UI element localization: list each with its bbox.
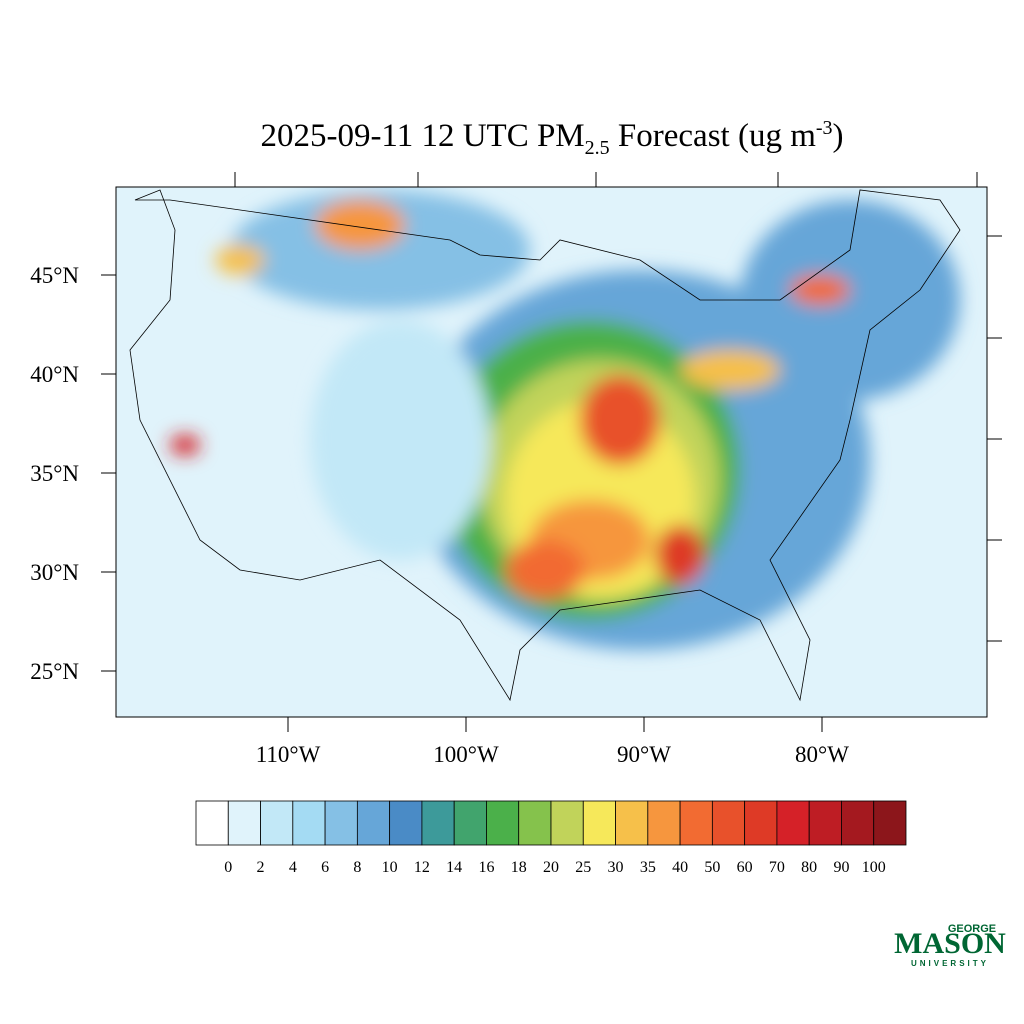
lat-label: 45°N xyxy=(30,263,79,288)
title-sup: -3 xyxy=(816,117,833,139)
colorbar-box xyxy=(679,800,713,846)
lat-label: 40°N xyxy=(30,362,79,387)
logo-bottom: UNIVERSITY xyxy=(911,959,989,968)
colorbar-box xyxy=(324,800,358,846)
colorbar-label: 4 xyxy=(289,859,297,876)
title-end: ) xyxy=(833,118,844,154)
colorbar-box xyxy=(808,800,842,846)
colorbar-label: 60 xyxy=(737,859,753,876)
logo-top: GEORGE xyxy=(948,923,996,935)
colorbar-label: 40 xyxy=(672,859,688,876)
colorbar-label: 2 xyxy=(257,859,265,876)
colorbar-label: 10 xyxy=(382,859,398,876)
logo-main: MASON xyxy=(894,927,1006,960)
title: 2025-09-11 12 UTC PM2.5 Forecast (ug m-3… xyxy=(260,117,843,159)
colorbar-label: 8 xyxy=(353,859,361,876)
colorbar-box xyxy=(292,800,326,846)
colorbar-box xyxy=(486,800,520,846)
title-sub: 2.5 xyxy=(585,137,610,159)
lat-label: 30°N xyxy=(30,560,79,585)
map-frame xyxy=(115,186,988,718)
colorbar-label: 80 xyxy=(801,859,817,876)
coastline xyxy=(129,189,961,702)
colorbar-label: 14 xyxy=(446,859,462,876)
colorbar-label: 0 xyxy=(224,859,232,876)
colorbar-label: 6 xyxy=(321,859,329,876)
colorbar-label: 25 xyxy=(575,859,591,876)
colorbar-box xyxy=(518,800,552,846)
lat-label: 35°N xyxy=(30,461,79,486)
colorbar-label: 100 xyxy=(862,859,886,876)
colorbar-box xyxy=(873,800,907,846)
colorbar-label: 30 xyxy=(608,859,624,876)
top-ticks xyxy=(234,172,1002,642)
colorbar-label: 70 xyxy=(769,859,785,876)
colorbar-label: 50 xyxy=(704,859,720,876)
lon-label: 110°W xyxy=(256,742,321,767)
colorbar-box xyxy=(711,800,746,846)
colorbar-box xyxy=(260,800,294,846)
colorbar-box xyxy=(389,800,423,846)
colorbar-label: 35 xyxy=(640,859,656,876)
lon-label: 80°W xyxy=(795,742,849,767)
colorbar-box xyxy=(776,800,810,846)
colorbar-box xyxy=(356,800,391,846)
title-mid: Forecast (ug m xyxy=(610,118,817,154)
colorbar-label: 12 xyxy=(414,859,430,876)
colorbar-label: 90 xyxy=(833,859,849,876)
colorbar-box xyxy=(195,800,229,846)
lon-label: 100°W xyxy=(433,742,499,767)
colorbar-box xyxy=(582,800,616,846)
colorbar-box xyxy=(615,800,649,846)
colorbar-box xyxy=(227,800,261,846)
colorbar-box xyxy=(744,800,778,846)
colorbar-box xyxy=(841,800,875,846)
colorbar-box xyxy=(550,800,584,846)
logo: GEORGE MASON UNIVERSITY xyxy=(894,923,1006,968)
concentration-blobs xyxy=(170,190,960,650)
colorbar-label: 20 xyxy=(543,859,559,876)
colorbar-box xyxy=(647,800,681,846)
map-field xyxy=(116,187,987,717)
colorbar-box xyxy=(421,800,455,846)
title-main: 2025-09-11 12 UTC PM xyxy=(260,118,584,154)
lat-label: 25°N xyxy=(30,659,79,684)
colorbar-label: 18 xyxy=(511,859,527,876)
lon-label: 90°W xyxy=(617,742,671,767)
colorbar-label: 16 xyxy=(478,859,494,876)
colorbar-box xyxy=(453,800,487,846)
